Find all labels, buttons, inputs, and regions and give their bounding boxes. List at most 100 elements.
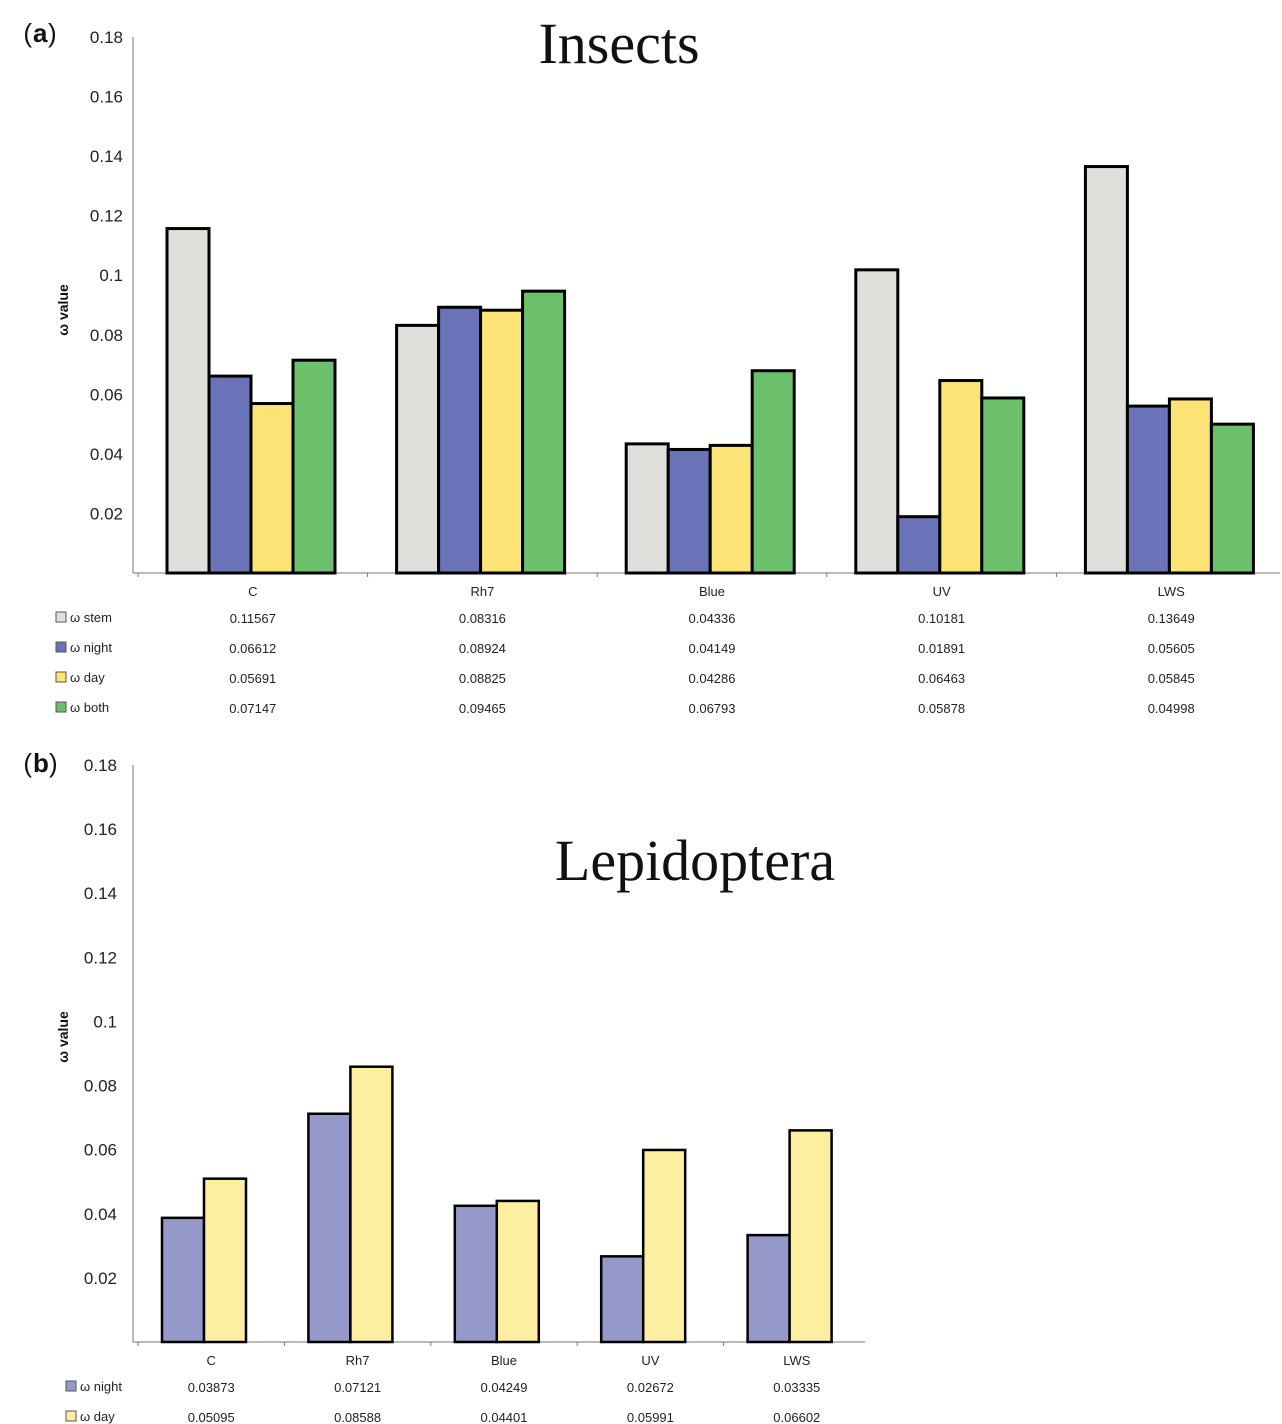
y-tick-label: 0.1: [93, 1012, 117, 1031]
legend-swatch: [65, 1410, 77, 1422]
y-axis-label: ω value: [55, 284, 71, 336]
table-value: 0.03873: [188, 1380, 235, 1395]
y-tick-label: 0.1: [99, 266, 123, 285]
bar-uv-1: [896, 515, 942, 575]
bar-c-0: [160, 1216, 206, 1344]
y-tick-label: 0.04: [90, 445, 123, 464]
y-tick-label: 0.06: [90, 385, 123, 404]
y-tick-label: 0.02: [90, 504, 123, 523]
y-tick-label: 0.02: [84, 1269, 117, 1288]
table-value: 0.05095: [188, 1410, 235, 1424]
bar-blue-1: [666, 447, 712, 575]
table-value: 0.04998: [1148, 701, 1195, 716]
table-value: 0.10181: [918, 611, 965, 626]
y-tick-label: 0.06: [84, 1141, 117, 1160]
x-tick-label: Rh7: [470, 584, 494, 599]
bar-blue-2: [708, 443, 754, 575]
x-tick-label: Rh7: [346, 1353, 370, 1368]
y-tick-label: 0.14: [90, 147, 123, 166]
x-tick-label: Blue: [699, 584, 725, 599]
bar-c-2: [249, 402, 295, 575]
table-value: 0.08924: [459, 641, 506, 656]
y-tick-label: 0.14: [84, 884, 117, 903]
bar-rh7-2: [479, 308, 525, 575]
bar-lws-1: [788, 1129, 833, 1344]
legend-label: ω night: [70, 640, 112, 655]
table-value: 0.04149: [689, 641, 736, 656]
table-value: 0.05605: [1148, 641, 1195, 656]
legend-label: ω stem: [70, 610, 112, 625]
bar-c-3: [291, 358, 337, 575]
y-tick-label: 0.08: [84, 1077, 117, 1096]
bar-c-1: [202, 1177, 248, 1344]
legend-swatch: [65, 1380, 77, 1392]
y-tick-label: 0.18: [90, 28, 123, 47]
table-value: 0.11567: [230, 611, 276, 626]
table-value: 0.07121: [334, 1380, 381, 1395]
bar-uv-2: [938, 379, 984, 575]
table-value: 0.06463: [918, 671, 965, 686]
bar-rh7-1: [437, 305, 483, 575]
table-value: 0.01891: [918, 641, 965, 656]
panel-paren-close: ): [49, 748, 58, 778]
legend-swatch: [55, 671, 67, 683]
table-value: 0.04401: [481, 1410, 528, 1424]
bar-uv-1: [641, 1148, 687, 1344]
y-tick-label: 0.04: [84, 1205, 117, 1224]
table-value: 0.08316: [459, 611, 506, 626]
chart-title: Lepidoptera: [555, 828, 835, 893]
x-tick-label: C: [207, 1353, 216, 1368]
table-value: 0.04286: [689, 671, 736, 686]
legend-label: ω both: [70, 700, 109, 715]
bar-uv-0: [599, 1255, 645, 1344]
legend-label: ω day: [70, 670, 105, 685]
table-value: 0.05691: [229, 671, 276, 686]
bar-rh7-1: [349, 1065, 394, 1344]
x-tick-label: Blue: [491, 1353, 517, 1368]
legend-swatch: [55, 611, 67, 623]
legend-label: ω day: [80, 1409, 115, 1424]
bar-blue-3: [750, 369, 796, 575]
legend-swatch: [55, 701, 67, 713]
table-value: 0.04249: [481, 1380, 528, 1395]
panel-label: a: [33, 18, 48, 48]
bar-uv-3: [980, 396, 1026, 575]
table-value: 0.05991: [627, 1410, 674, 1424]
table-value: 0.09465: [459, 701, 506, 716]
bar-c-1: [207, 374, 253, 575]
x-tick-label: LWS: [1158, 584, 1186, 599]
legend-swatch: [55, 641, 67, 653]
y-tick-label: 0.08: [90, 326, 123, 345]
bar-lws-0: [746, 1233, 791, 1344]
panel-label: b: [33, 748, 49, 778]
y-axis-label: ω value: [55, 1011, 71, 1063]
table-value: 0.07147: [229, 701, 276, 716]
table-value: 0.08825: [459, 671, 506, 686]
bar-blue-1: [495, 1199, 541, 1344]
y-tick-label: 0.12: [84, 948, 117, 967]
panel-paren-open: (: [23, 18, 32, 48]
bar-c-0: [165, 227, 211, 575]
table-value: 0.06602: [773, 1410, 820, 1424]
x-tick-label: UV: [933, 584, 951, 599]
bar-blue-0: [624, 442, 670, 575]
bar-lws-1: [1125, 404, 1171, 575]
bar-uv-0: [854, 268, 900, 575]
bar-rh7-0: [395, 323, 441, 575]
bar-lws-3: [1209, 422, 1255, 575]
bar-rh7-3: [521, 289, 567, 575]
bar-blue-0: [453, 1204, 499, 1344]
y-tick-label: 0.12: [90, 207, 123, 226]
table-value: 0.13649: [1148, 611, 1195, 626]
chart-title: Insects: [538, 11, 699, 76]
table-value: 0.06612: [229, 641, 276, 656]
x-tick-label: C: [248, 584, 257, 599]
y-tick-label: 0.18: [84, 756, 117, 775]
table-value: 0.05845: [1148, 671, 1195, 686]
table-value: 0.02672: [627, 1380, 674, 1395]
bar-lws-2: [1167, 397, 1213, 575]
x-tick-label: LWS: [783, 1353, 811, 1368]
x-tick-label: UV: [641, 1353, 659, 1368]
table-value: 0.06793: [689, 701, 736, 716]
